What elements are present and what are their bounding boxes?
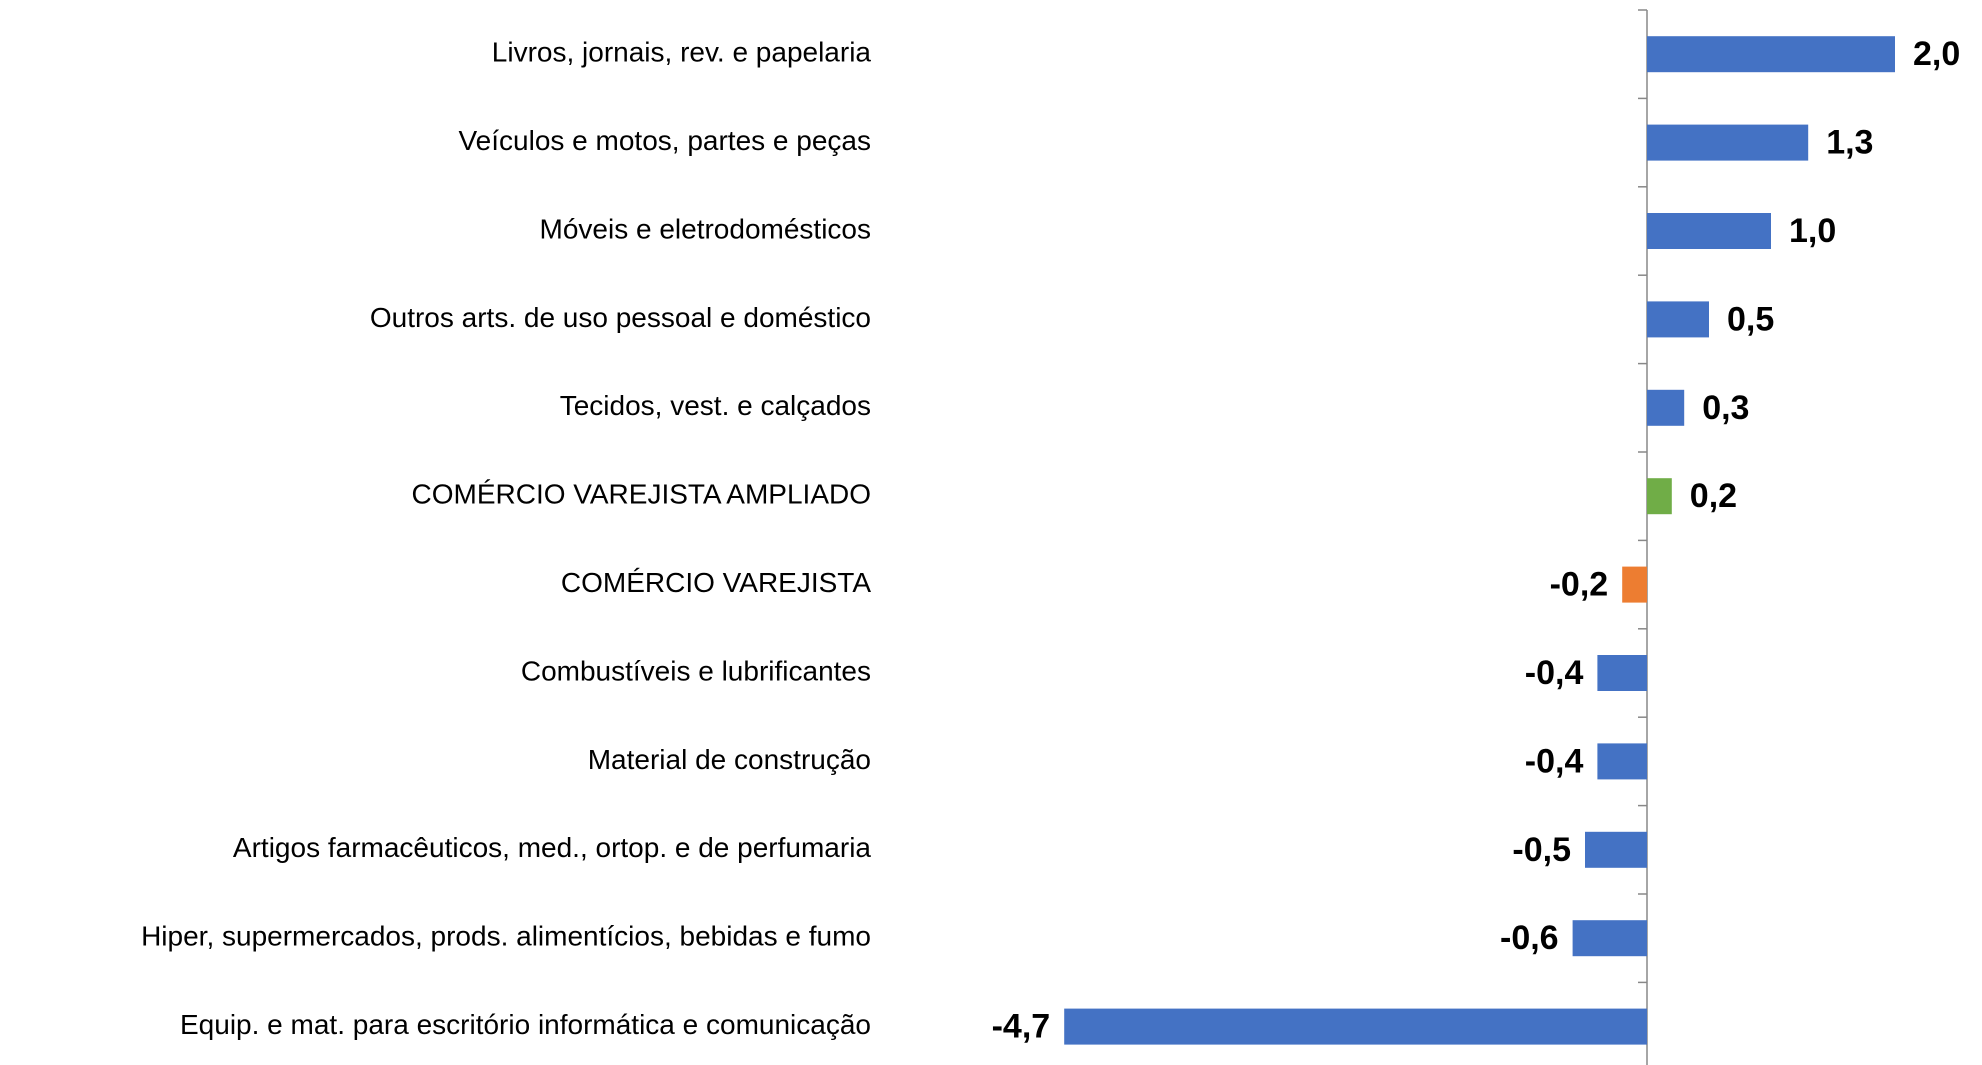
category-label: Outros arts. de uso pessoal e doméstico <box>370 302 871 333</box>
value-label: -4,7 <box>992 1008 1051 1046</box>
category-label: Combustíveis e lubrificantes <box>521 655 871 686</box>
category-label: Hiper, supermercados, prods. alimentício… <box>141 921 871 952</box>
bar <box>1572 920 1647 957</box>
value-label: 1,3 <box>1826 124 1873 162</box>
category-label: Móveis e eletrodomésticos <box>540 213 871 244</box>
bar <box>1597 743 1647 780</box>
value-label: 2,0 <box>1913 35 1960 73</box>
bar <box>1647 124 1809 161</box>
category-label: Livros, jornais, rev. e papelaria <box>492 37 872 68</box>
bar <box>1585 831 1647 868</box>
category-label: Veículos e motos, partes e peças <box>459 125 871 156</box>
category-label: COMÉRCIO VAREJISTA AMPLIADO <box>412 479 872 510</box>
value-label: 1,0 <box>1789 212 1836 250</box>
category-label: Equip. e mat. para escritório informátic… <box>180 1009 871 1040</box>
bar <box>1647 389 1685 426</box>
bar <box>1597 655 1647 691</box>
category-label: Tecidos, vest. e calçados <box>560 390 871 421</box>
bar <box>1064 1008 1647 1045</box>
bar <box>1647 36 1895 73</box>
value-label: -0,5 <box>1512 831 1571 869</box>
value-label: -0,2 <box>1550 566 1609 604</box>
value-label: -0,6 <box>1500 919 1559 957</box>
bar <box>1647 213 1771 249</box>
bar <box>1622 566 1647 603</box>
bar <box>1647 301 1709 338</box>
value-label: -0,4 <box>1525 654 1584 692</box>
value-label: 0,2 <box>1690 477 1737 515</box>
bar <box>1647 478 1672 515</box>
value-label: 0,3 <box>1702 389 1749 427</box>
category-label: COMÉRCIO VAREJISTA <box>561 567 871 598</box>
value-label: 0,5 <box>1727 300 1774 338</box>
category-label: Artigos farmacêuticos, med., ortop. e de… <box>233 832 871 863</box>
value-label: -0,4 <box>1525 742 1584 780</box>
category-label: Material de construção <box>588 744 871 775</box>
